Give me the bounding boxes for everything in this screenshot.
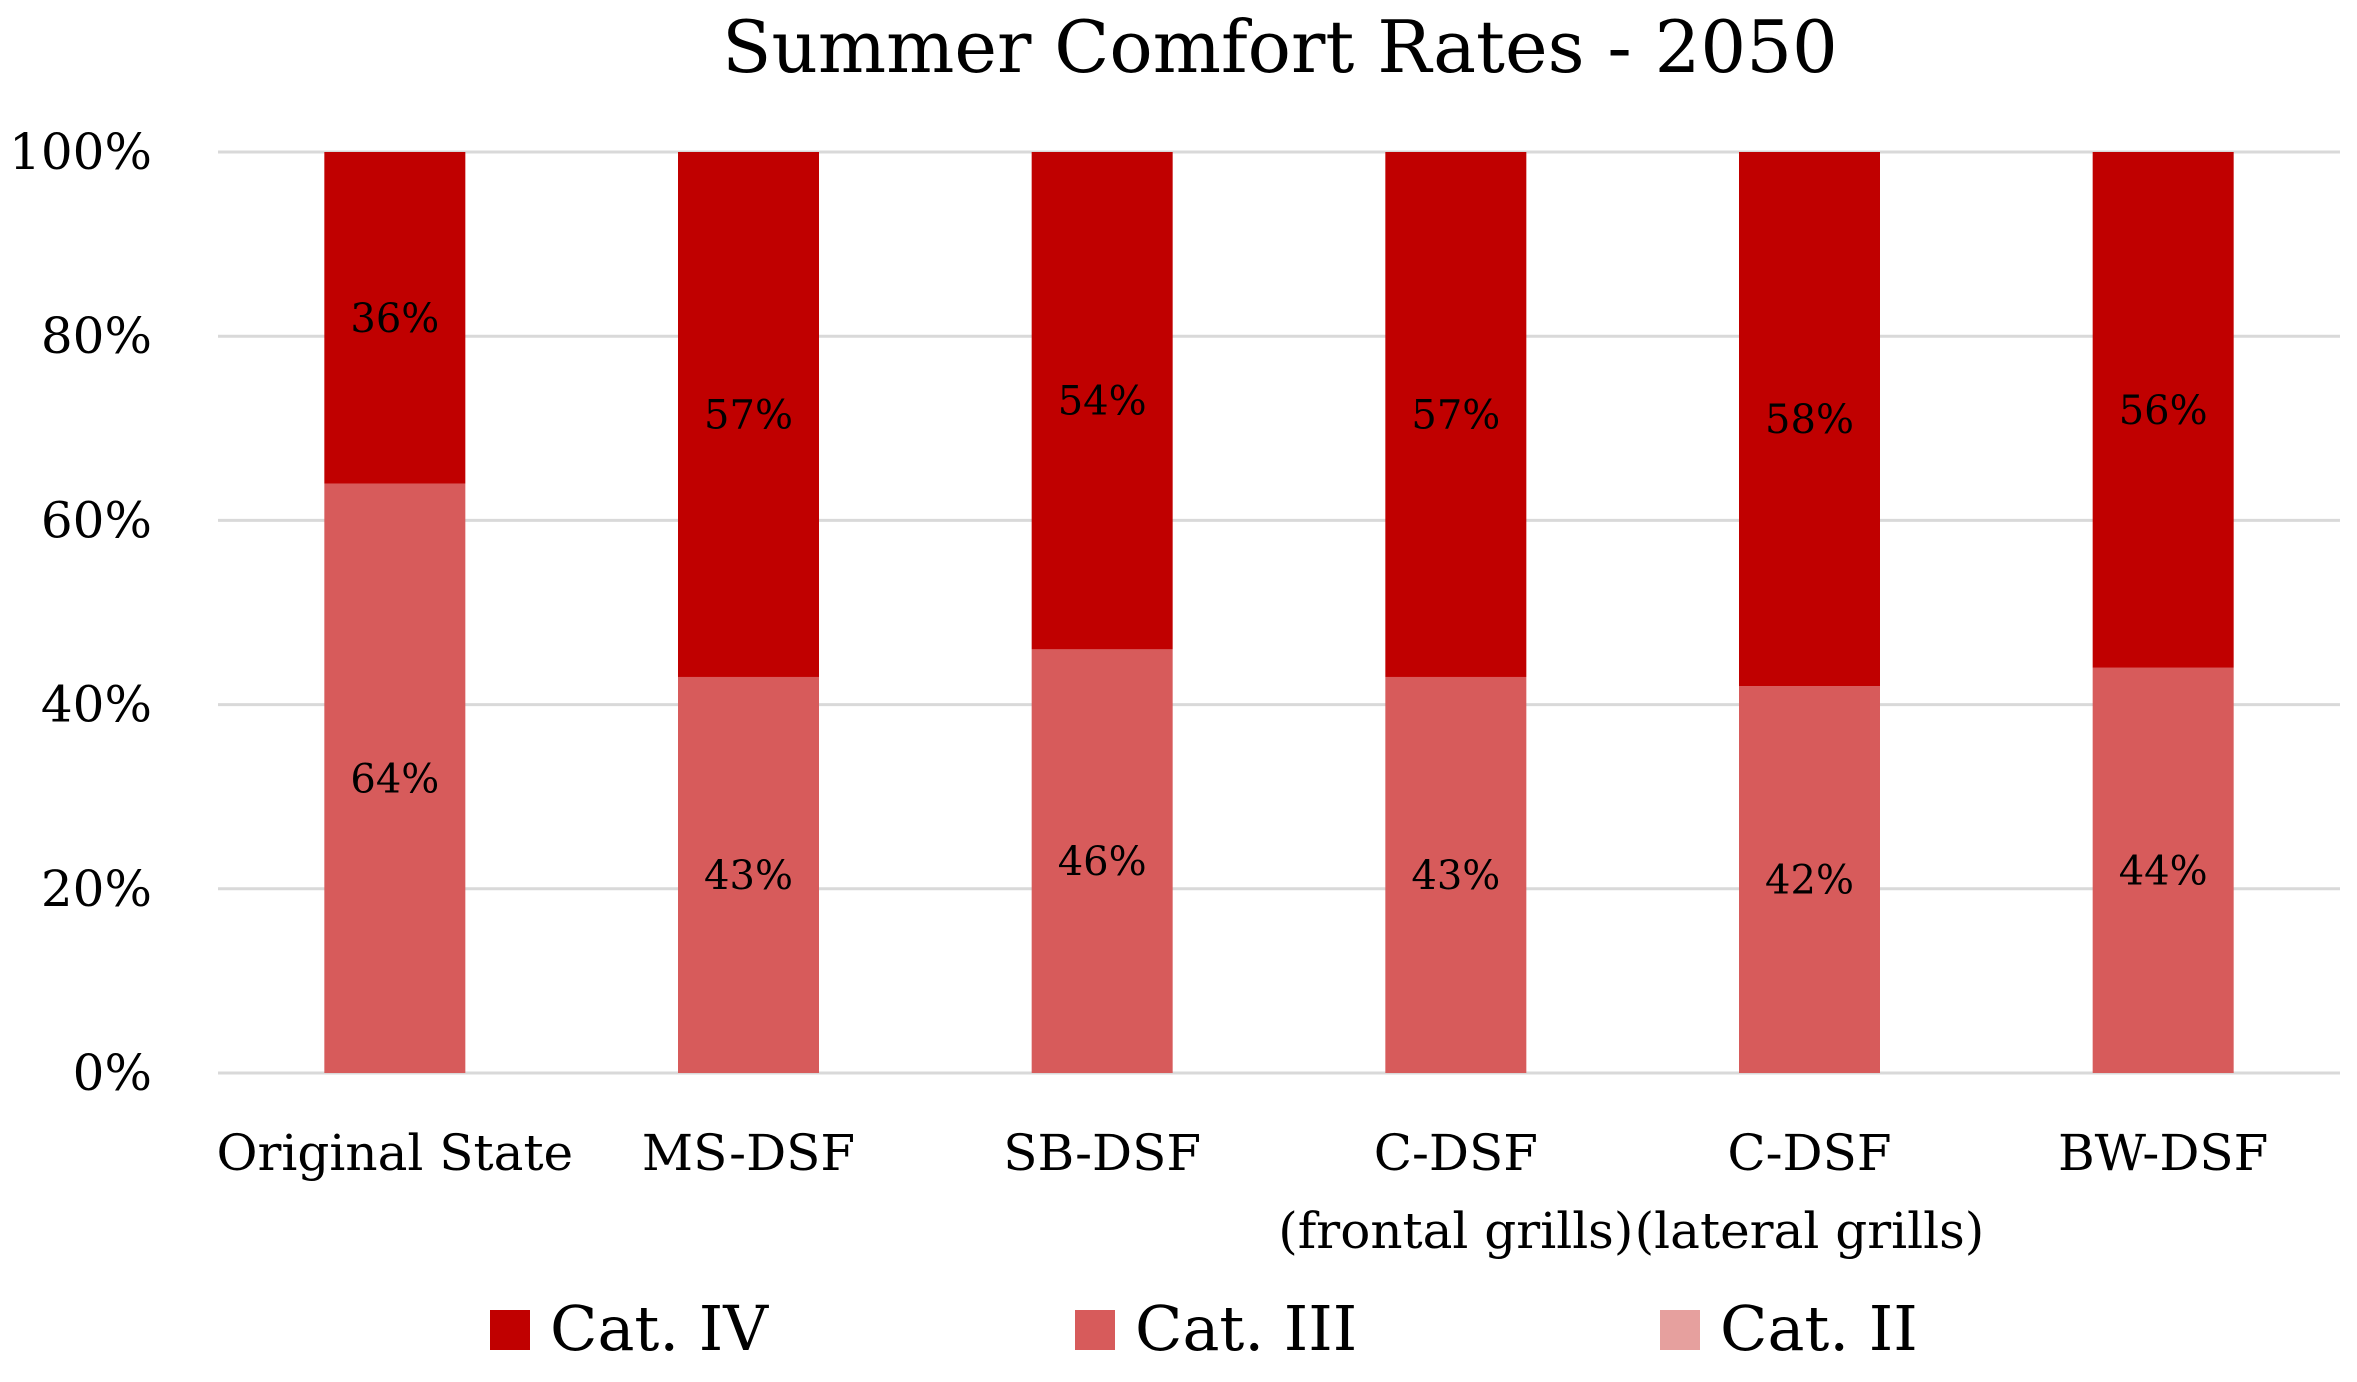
y-tick-label: 80% [41,307,152,365]
data-label: 57% [1411,392,1500,438]
bars [324,152,2234,1073]
x-tick-label: C-DSF [1727,1124,1891,1182]
data-label: 46% [1058,839,1147,885]
x-axis-ticks: Original State MS-DSF SB-DSF C-DSF (frontal … [217,1124,2269,1260]
data-labels: 64% 36% 43% 57% 46% 54% 43% 57% 42% 58% 44% 56% [350,296,2207,904]
bar-segment [678,676,819,1073]
data-label: 42% [1765,858,1854,904]
x-tick-label: C-DSF [1374,1124,1538,1182]
y-tick-label: 20% [41,860,152,918]
y-axis-ticks: 0% 20% 40% 60% 80% 100% [9,123,152,1102]
data-label: 43% [704,853,793,899]
data-label: 58% [1765,397,1854,443]
data-label: 54% [1058,379,1147,425]
bar-segment [678,152,819,677]
data-label: 43% [1411,853,1500,899]
data-label: 57% [704,392,793,438]
bar-segment [324,483,466,1073]
y-tick-label: 60% [41,491,152,549]
data-label: 44% [2119,848,2208,894]
x-tick-label: (frontal grills) [1278,1202,1633,1260]
bar-segment [1739,686,1880,1073]
bar-segment [324,152,466,484]
bar-segment [1031,152,1173,650]
bar-segment [1385,152,1527,677]
y-tick-label: 40% [41,676,152,734]
x-tick-label: SB-DSF [1003,1124,1201,1182]
legend-label: Cat. IV [550,1292,769,1365]
bar-segment [2092,667,2234,1073]
legend: Cat. IV Cat. III Cat. II [490,1292,1918,1365]
grid-lines [218,150,2340,1075]
data-label: 36% [350,296,439,342]
legend-label: Cat. III [1135,1292,1357,1365]
legend-swatch [1660,1310,1700,1350]
legend-swatch [1075,1310,1115,1350]
bar-segment [1385,676,1527,1073]
legend-swatch [490,1310,530,1350]
legend-label: Cat. II [1720,1292,1918,1365]
y-tick-label: 0% [73,1044,152,1102]
y-tick-label: 100% [9,123,152,181]
bar-segment [2092,152,2234,668]
data-label: 64% [350,756,439,802]
chart-title: Summer Comfort Rates - 2050 [722,5,1838,89]
x-tick-label: Original State [217,1124,574,1182]
x-tick-label: MS-DSF [642,1124,855,1182]
x-tick-label: (lateral grills) [1635,1202,1985,1260]
bar-segment [1739,152,1880,687]
x-tick-label: BW-DSF [2058,1124,2268,1182]
bar-segment [1031,649,1173,1073]
data-label: 56% [2119,388,2208,434]
